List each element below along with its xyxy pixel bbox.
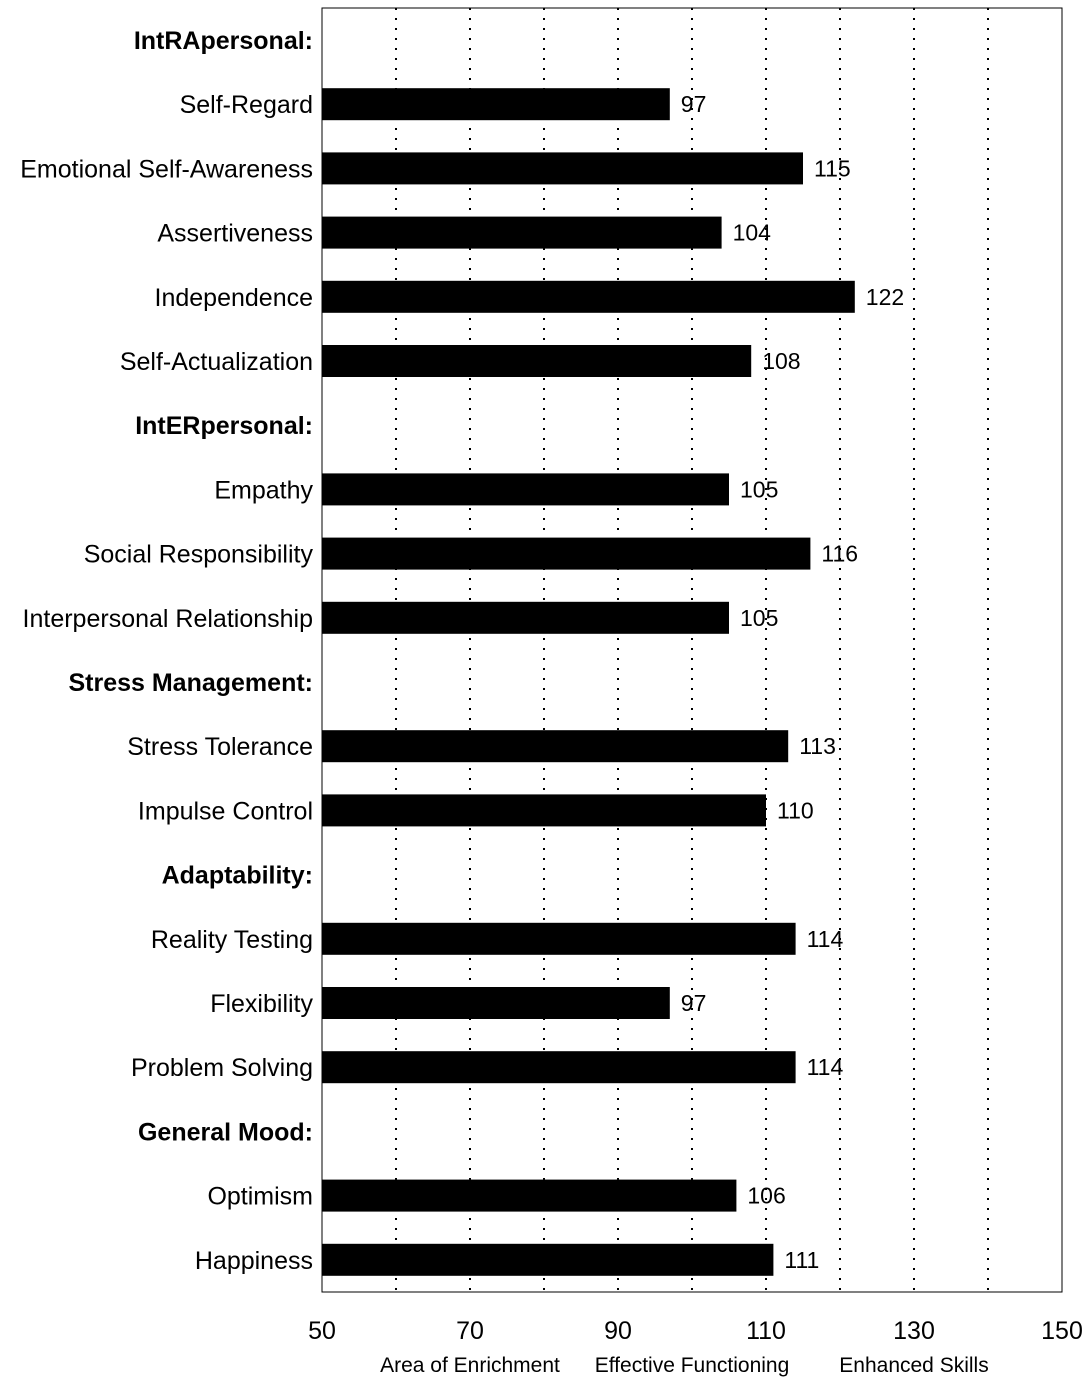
bar <box>322 1243 774 1276</box>
category-label: Problem Solving <box>131 1054 313 1082</box>
zone-label: Enhanced Skills <box>839 1354 988 1377</box>
value-label: 115 <box>814 155 851 181</box>
value-labels: 97 115 104 122 108 105 116 105 113 110 114 97 114 106… <box>681 91 904 1273</box>
bar <box>322 1179 737 1212</box>
bar <box>322 601 729 634</box>
bar <box>322 1051 796 1084</box>
category-label: Independence <box>155 284 313 312</box>
x-tick-label: 130 <box>893 1317 935 1345</box>
value-label: 110 <box>777 797 814 823</box>
value-label: 105 <box>740 476 778 502</box>
bar <box>322 216 722 249</box>
value-label: 114 <box>807 926 844 952</box>
bar <box>322 987 670 1019</box>
bar <box>322 730 789 763</box>
bar <box>322 280 855 313</box>
category-label: Empathy <box>214 476 313 504</box>
x-tick-label: 50 <box>308 1317 336 1345</box>
category-label: Flexibility <box>210 990 313 1018</box>
category-label: Stress Tolerance <box>127 733 313 761</box>
value-label: 116 <box>821 541 858 567</box>
value-label: 111 <box>784 1247 819 1273</box>
zone-label: Effective Functioning <box>595 1354 790 1377</box>
category-label: Assertiveness <box>157 220 313 248</box>
category-label: Interpersonal Relationship <box>23 605 313 633</box>
group-label: General Mood: <box>138 1118 313 1146</box>
x-axis-ticks: 50 70 90 110 130 150 <box>308 1317 1083 1345</box>
category-label: Happiness <box>195 1247 313 1275</box>
value-label: 105 <box>740 605 778 631</box>
bar <box>322 794 766 827</box>
value-label: 108 <box>762 348 800 374</box>
group-label: IntRApersonal: <box>134 27 313 55</box>
category-labels: IntRApersonal: Self-Regard Emotional Self-… <box>20 27 313 1275</box>
value-label: 122 <box>866 284 904 310</box>
bar <box>322 345 752 377</box>
category-label: Impulse Control <box>138 797 313 825</box>
zone-labels: Area of Enrichment Effective Functioning E… <box>380 1354 989 1377</box>
x-tick-label: 90 <box>604 1317 632 1345</box>
bar <box>322 152 803 185</box>
value-label: 97 <box>681 990 707 1016</box>
value-label: 106 <box>747 1183 785 1209</box>
value-label: 104 <box>733 220 772 246</box>
bars <box>322 88 855 1276</box>
value-label: 114 <box>807 1054 844 1080</box>
value-label: 97 <box>681 91 707 117</box>
category-label: Reality Testing <box>151 926 313 954</box>
x-tick-label: 150 <box>1041 1317 1083 1345</box>
bar <box>322 473 729 506</box>
group-label: IntERpersonal: <box>135 412 313 440</box>
bar <box>322 88 670 121</box>
category-label: Optimism <box>207 1183 313 1211</box>
bar <box>322 922 796 955</box>
category-label: Self-Regard <box>180 91 313 119</box>
group-label: Stress Management: <box>68 669 313 697</box>
category-label: Self-Actualization <box>120 348 313 376</box>
value-label: 113 <box>799 733 836 759</box>
category-label: Social Responsibility <box>84 541 314 569</box>
zone-label: Area of Enrichment <box>380 1354 560 1377</box>
bar <box>322 537 811 570</box>
gridlines <box>395 8 989 1292</box>
x-tick-label: 70 <box>456 1317 484 1345</box>
category-label: Emotional Self-Awareness <box>20 155 313 183</box>
x-tick-label: 110 <box>746 1317 786 1345</box>
group-label: Adaptability: <box>162 862 313 890</box>
